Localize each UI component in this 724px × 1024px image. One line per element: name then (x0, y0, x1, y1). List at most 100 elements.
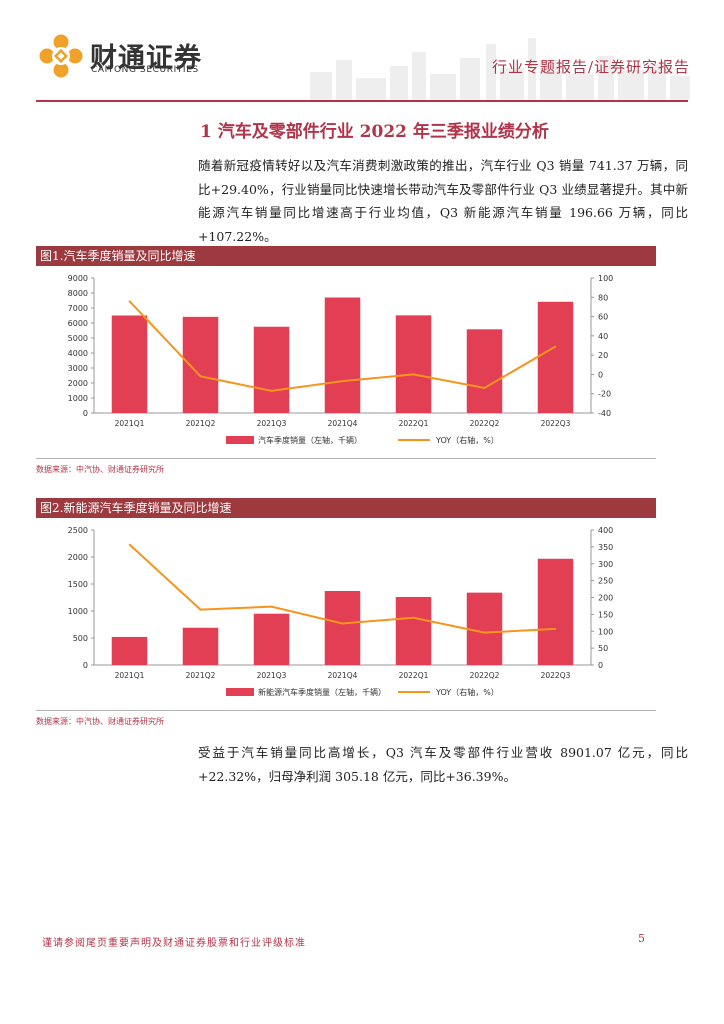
yoy-point-2021Q1 (128, 543, 131, 546)
legend-bar-label: 新能源汽车季度销量（左轴，千辆） (258, 687, 386, 697)
bar-2021Q2 (182, 316, 219, 413)
right-tick-label: 0 (598, 661, 603, 670)
figure2-caption: 图2.新能源汽车季度销量及同比增速 (36, 498, 656, 518)
intro-paragraph: 随着新冠疫情转好以及汽车消费刺激政策的推出，汽车行业 Q3 销量 741.37 … (198, 158, 688, 244)
right-tick-label: 350 (598, 543, 613, 552)
yoy-point-2021Q2 (199, 608, 202, 611)
legend-bar-label: 汽车季度销量（左轴，千辆） (258, 435, 362, 445)
logo-english-name: CAITONG SECURITIES (91, 65, 199, 75)
left-tick-label: 4000 (68, 349, 88, 358)
x-tick-label: 2021Q2 (186, 419, 216, 428)
x-tick-label: 2021Q3 (257, 419, 287, 428)
left-tick-label: 5000 (68, 334, 88, 343)
left-tick-label: 3000 (68, 364, 88, 373)
yoy-point-2022Q1 (412, 373, 415, 376)
report-type-label: 行业专题报告/证券研究报告 (491, 58, 690, 76)
yoy-point-2021Q4 (341, 622, 344, 625)
right-tick-label: 50 (598, 644, 608, 653)
company-logo-icon (39, 34, 83, 78)
x-tick-label: 2021Q2 (186, 671, 216, 680)
x-tick-label: 2022Q3 (541, 419, 571, 428)
right-tick-label: 200 (598, 594, 613, 603)
right-tick-label: 150 (598, 610, 613, 619)
yoy-point-2021Q3 (270, 390, 273, 392)
left-tick-label: 500 (73, 634, 88, 643)
left-tick-label: 8000 (68, 289, 88, 298)
yoy-point-2022Q2 (483, 631, 486, 634)
right-tick-label: 300 (598, 560, 613, 569)
header-divider (36, 100, 688, 102)
right-tick-label: 100 (598, 274, 613, 283)
bar-2022Q3 (537, 301, 574, 413)
left-tick-label: 1500 (68, 580, 88, 589)
left-tick-label: 9000 (68, 274, 88, 283)
x-tick-label: 2021Q4 (328, 419, 358, 428)
x-tick-label: 2022Q3 (541, 671, 571, 680)
bar-2021Q2 (182, 627, 219, 665)
page-number: 5 (638, 932, 645, 945)
left-tick-label: 7000 (68, 304, 88, 313)
yoy-point-2022Q1 (412, 616, 415, 619)
right-tick-label: 0 (598, 370, 603, 379)
bar-2022Q1 (395, 315, 432, 413)
right-tick-label: -20 (598, 390, 611, 399)
bar-2021Q4 (324, 591, 361, 665)
bar-2021Q3 (253, 326, 290, 413)
figure1-source: 数据来源：中汽协、财通证券研究所 (36, 465, 164, 474)
left-tick-label: 0 (83, 661, 88, 670)
bar-2021Q4 (324, 297, 361, 413)
x-tick-label: 2022Q2 (470, 671, 500, 680)
yoy-point-2021Q3 (270, 605, 273, 608)
left-tick-label: 0 (83, 409, 88, 418)
bar-2021Q1 (111, 636, 148, 665)
yoy-point-2021Q2 (199, 375, 202, 378)
figure2-source: 数据来源：中汽协、财通证券研究所 (36, 717, 164, 726)
x-tick-label: 2021Q3 (257, 671, 287, 680)
x-tick-label: 2021Q4 (328, 671, 358, 680)
city-skyline-icon (310, 38, 690, 100)
figure2-chart: 0 500 1000 1500 2000 2500 0 50 100 150 200 250 300 35… (68, 526, 614, 697)
left-tick-label: 1000 (68, 607, 88, 616)
yoy-point-2021Q1 (128, 300, 131, 302)
footer-disclaimer: 谨请参阅尾页重要声明及财通证券股票和行业评级标准 (42, 938, 306, 949)
right-tick-label: 80 (598, 293, 608, 302)
left-tick-label: 6000 (68, 319, 88, 328)
x-tick-label: 2022Q1 (399, 419, 429, 428)
legend-bar-swatch (226, 688, 254, 696)
bar-2022Q3 (537, 558, 574, 665)
right-tick-label: 400 (598, 526, 613, 535)
x-tick-label: 2022Q2 (470, 419, 500, 428)
yoy-point-2021Q4 (341, 380, 344, 382)
legend-line-label: YOY（右轴，%） (435, 687, 499, 697)
legend-line-label: YOY（右轴，%） (435, 435, 499, 445)
left-tick-label: 1000 (68, 394, 88, 403)
right-tick-label: 250 (598, 577, 613, 586)
x-tick-label: 2021Q1 (115, 671, 145, 680)
yoy-point-2022Q2 (483, 387, 486, 389)
left-tick-label: 2500 (68, 526, 88, 535)
right-tick-label: -40 (598, 409, 611, 418)
yoy-point-2022Q3 (554, 628, 557, 630)
bar-2021Q3 (253, 613, 290, 665)
bar-2022Q2 (466, 329, 503, 413)
bar-2022Q1 (395, 596, 432, 665)
figure1-caption: 图1.汽车季度销量及同比增速 (36, 246, 656, 266)
results-paragraph: 受益于汽车销量同比高增长，Q3 汽车及零部件行业营收 8901.07 亿元，同比… (198, 745, 688, 784)
right-tick-label: 20 (598, 351, 608, 360)
left-tick-label: 2000 (68, 379, 88, 388)
bar-2021Q1 (111, 315, 148, 413)
legend-bar-swatch (226, 436, 254, 444)
right-tick-label: 60 (598, 313, 608, 322)
x-tick-label: 2022Q1 (399, 671, 429, 680)
right-tick-label: 40 (598, 332, 608, 341)
figure1-divider (36, 458, 656, 459)
figure2-divider (36, 710, 656, 711)
left-tick-label: 2000 (68, 553, 88, 562)
figure1-chart: 0100020003000400050006000700080009000-40… (68, 274, 614, 445)
bar-2022Q2 (466, 592, 503, 665)
section-title: 1 汽车及零部件行业 2022 年三季报业绩分析 (200, 122, 549, 142)
yoy-point-2022Q3 (554, 345, 557, 348)
x-tick-label: 2021Q1 (115, 419, 145, 428)
right-tick-label: 100 (598, 627, 613, 636)
logo-chinese-name: 财通证券 (90, 43, 202, 74)
